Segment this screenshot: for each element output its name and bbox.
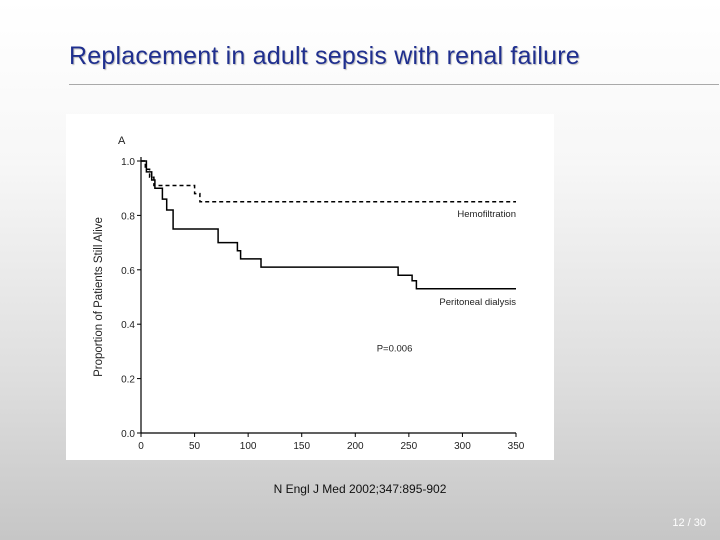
series-label-hemofiltration: Hemofiltration (457, 209, 516, 220)
panel-label: A (118, 135, 126, 147)
y-tick-label-4: 0.8 (121, 211, 135, 222)
series-line-peritoneal-dialysis (141, 160, 516, 290)
x-tick-label-4: 200 (347, 441, 364, 452)
series-line-hemofiltration (141, 160, 516, 203)
x-tick-label-3: 150 (293, 441, 310, 452)
page-number: 12 / 30 (672, 517, 706, 529)
y-tick-label-0: 0.0 (121, 429, 135, 440)
y-tick-label-2: 0.4 (121, 320, 135, 331)
kaplan-meier-chart: 0 50 100 150 200 250 300 350 0.0 0.2 0.4 0.6 0.8 1.0 P… (93, 135, 525, 452)
x-tick-label-2: 100 (240, 441, 257, 452)
slide-title: Replacement in adult sepsis with renal f… (69, 42, 580, 70)
series-label-peritoneal-dialysis: Peritoneal dialysis (439, 297, 516, 308)
x-tick-label-6: 300 (454, 441, 471, 452)
y-tick-label-3: 0.6 (121, 266, 135, 277)
x-tick-label-7: 350 (508, 441, 525, 452)
y-tick-label-1: 0.2 (121, 375, 135, 386)
y-axis-title: Proportion of Patients Still Alive (93, 217, 105, 377)
y-tick-label-5: 1.0 (121, 157, 135, 168)
title-divider (69, 84, 719, 85)
x-tick-label-1: 50 (189, 441, 201, 452)
citation: N Engl J Med 2002;347:895-902 (273, 482, 447, 496)
x-tick-label-5: 250 (401, 441, 418, 452)
p-value-annotation: P=0.006 (377, 343, 413, 354)
x-tick-label-0: 0 (138, 441, 144, 452)
survival-chart-panel: 0 50 100 150 200 250 300 350 0.0 0.2 0.4 0.6 0.8 1.0 P… (66, 114, 554, 460)
